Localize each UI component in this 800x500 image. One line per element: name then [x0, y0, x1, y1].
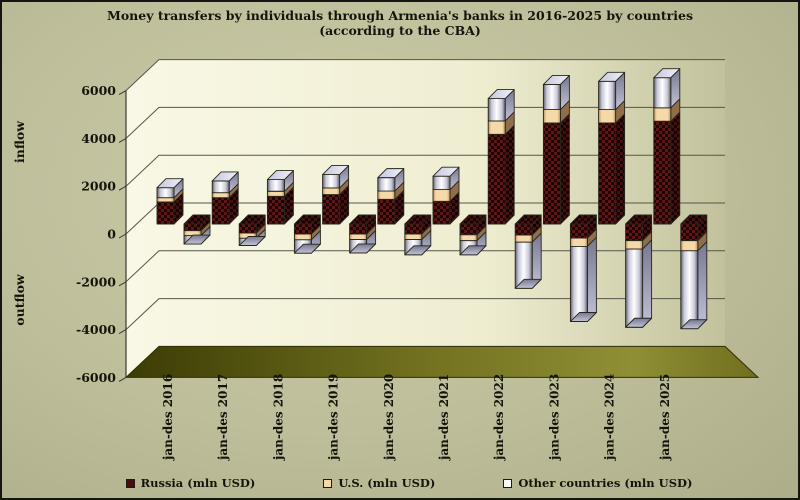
legend-marker-russia-icon [125, 478, 135, 488]
bars [156, 68, 708, 330]
legend-marker-us-icon [323, 478, 333, 488]
legend-item-other: Other countries (mln USD) [503, 476, 692, 490]
x-axis-category-labels: jan-des 2016 jan-des 2017 jan-des 2018 jan-… [161, 374, 672, 461]
x-axis-label: jan-des 2022 [492, 374, 506, 461]
outflow-bar-2021 [459, 214, 487, 256]
outflow-bar-2017 [238, 214, 266, 246]
x-axis-label: jan-des 2023 [547, 374, 561, 461]
svg-text:-4000: -4000 [76, 322, 116, 337]
svg-text:0: 0 [107, 227, 116, 242]
legend-marker-other-icon [503, 478, 513, 488]
inflow-bar-2024 [598, 71, 626, 225]
svg-text:4000: 4000 [81, 131, 116, 146]
legend-item-russia: Russia (mln USD) [125, 476, 256, 490]
x-axis-label: jan-des 2018 [271, 374, 285, 461]
chart-legend: Russia (mln USD) U.S. (mln USD) Other co… [2, 476, 798, 490]
outflow-bar-2025 [680, 214, 708, 330]
x-axis-label: jan-des 2016 [161, 374, 175, 461]
outflow-bar-2016 [183, 214, 211, 245]
chart-title: Money transfers by individuals through A… [2, 8, 798, 38]
inflow-bar-2025 [653, 68, 681, 225]
chart-title-line2: (according to the CBA) [319, 23, 481, 38]
legend-label-other: Other countries (mln USD) [518, 476, 693, 490]
x-axis-label: jan-des 2021 [437, 374, 451, 461]
x-axis-label: jan-des 2020 [382, 374, 396, 461]
legend-label-us: U.S. (mln USD) [338, 476, 436, 490]
svg-text:6000: 6000 [81, 83, 116, 98]
inflow-bar-2018 [266, 170, 294, 225]
svg-text:-6000: -6000 [76, 370, 116, 385]
svg-text:2000: 2000 [81, 179, 116, 194]
floor [124, 345, 760, 378]
inflow-bar-2022 [487, 89, 515, 225]
outflow-bar-2020 [404, 214, 432, 256]
inflow-bar-2016 [156, 178, 184, 225]
outflow-bar-2018 [293, 214, 321, 254]
x-axis-label: jan-des 2024 [603, 374, 617, 461]
outflow-bar-2019 [349, 214, 377, 254]
legend-item-us: U.S. (mln USD) [323, 476, 435, 490]
legend-label-russia: Russia (mln USD) [140, 476, 256, 490]
outflow-bar-2022 [514, 214, 542, 289]
x-axis-label: jan-des 2025 [658, 374, 672, 461]
x-axis-label: jan-des 2017 [216, 374, 230, 461]
outflow-bar-2024 [625, 214, 653, 328]
y-axis-tick-labels: 6000 4000 2000 0 -2000 -4000 -6000 [76, 83, 116, 385]
inflow-bar-2019 [322, 165, 350, 225]
inflow-bar-2020 [377, 168, 405, 225]
inflow-bar-2021 [432, 166, 460, 225]
x-axis-label: jan-des 2019 [327, 374, 341, 461]
svg-text:-2000: -2000 [76, 274, 116, 289]
inflow-bar-2017 [211, 171, 239, 225]
inflow-bar-2023 [542, 74, 570, 225]
chart-title-line1: Money transfers by individuals through A… [106, 8, 693, 23]
outflow-bar-2023 [569, 214, 597, 322]
